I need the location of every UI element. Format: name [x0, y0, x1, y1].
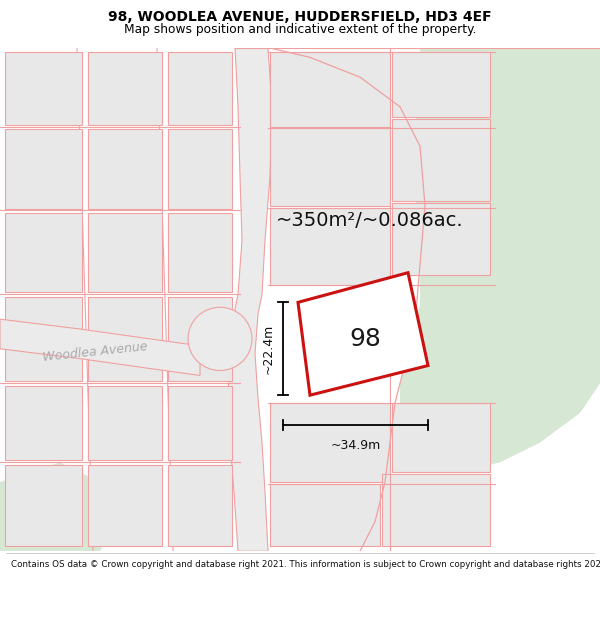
Polygon shape — [400, 48, 600, 473]
Polygon shape — [392, 119, 490, 201]
Text: 98, WOODLEA AVENUE, HUDDERSFIELD, HD3 4EF: 98, WOODLEA AVENUE, HUDDERSFIELD, HD3 4E… — [108, 11, 492, 24]
Polygon shape — [270, 403, 390, 482]
Text: Woodlea Avenue: Woodlea Avenue — [42, 340, 148, 364]
Polygon shape — [228, 48, 272, 551]
Polygon shape — [168, 214, 232, 292]
Circle shape — [188, 308, 252, 371]
Text: 98: 98 — [349, 327, 381, 351]
Polygon shape — [5, 298, 82, 381]
Polygon shape — [392, 52, 490, 117]
Polygon shape — [5, 214, 82, 292]
Polygon shape — [168, 129, 232, 209]
Polygon shape — [88, 52, 162, 124]
Polygon shape — [168, 386, 232, 461]
Text: ~350m²/~0.086ac.: ~350m²/~0.086ac. — [276, 211, 464, 230]
Polygon shape — [0, 319, 200, 376]
Polygon shape — [270, 484, 380, 546]
Polygon shape — [5, 466, 82, 546]
Polygon shape — [5, 129, 82, 209]
Polygon shape — [5, 386, 82, 461]
Text: Map shows position and indicative extent of the property.: Map shows position and indicative extent… — [124, 22, 476, 36]
Polygon shape — [382, 474, 490, 546]
Polygon shape — [88, 466, 162, 546]
Polygon shape — [5, 52, 82, 124]
Polygon shape — [392, 403, 490, 472]
Polygon shape — [0, 462, 120, 551]
Polygon shape — [270, 208, 390, 284]
Polygon shape — [88, 214, 162, 292]
Text: Contains OS data © Crown copyright and database right 2021. This information is : Contains OS data © Crown copyright and d… — [11, 560, 600, 569]
Polygon shape — [88, 129, 162, 209]
Polygon shape — [298, 272, 428, 395]
Text: ~22.4m: ~22.4m — [262, 324, 275, 374]
Polygon shape — [392, 202, 490, 274]
Polygon shape — [270, 129, 390, 206]
Polygon shape — [168, 298, 232, 381]
Polygon shape — [270, 52, 390, 126]
Polygon shape — [88, 386, 162, 461]
Polygon shape — [168, 52, 232, 124]
Polygon shape — [168, 466, 232, 546]
Text: ~34.9m: ~34.9m — [331, 439, 380, 452]
Polygon shape — [88, 298, 162, 381]
